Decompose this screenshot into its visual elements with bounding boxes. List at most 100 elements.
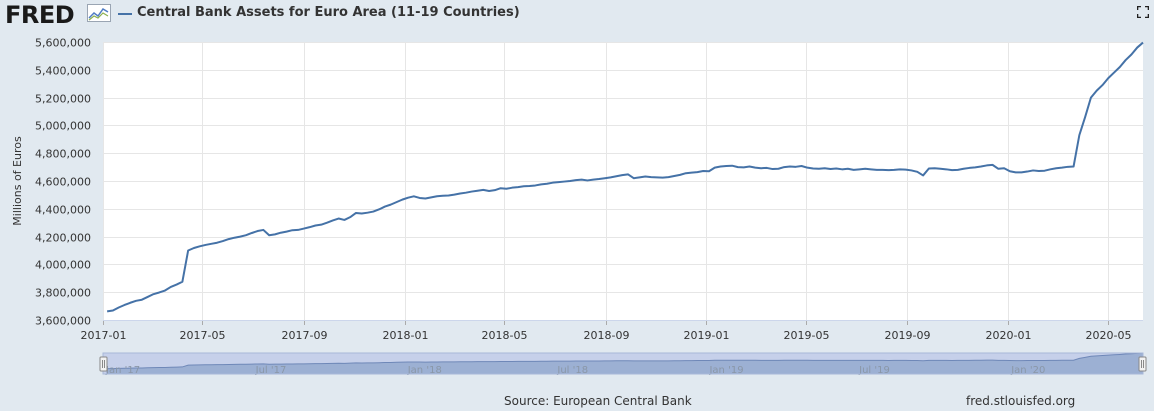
data-point[interactable] [544,181,549,186]
data-point[interactable] [209,241,214,246]
data-point[interactable] [625,172,630,177]
data-point[interactable] [440,193,445,198]
data-point[interactable] [1123,58,1128,63]
data-point[interactable] [770,167,775,172]
data-point[interactable] [892,167,897,172]
range-navigator[interactable]: Jan '17 Jul '17 Jan '18 Jul '18 Jan '19 Jul '… [99,352,1147,376]
data-point[interactable] [973,165,978,170]
data-point[interactable] [955,167,960,172]
data-point[interactable] [290,228,295,233]
data-point[interactable] [672,174,677,179]
data-point[interactable] [735,165,740,170]
data-point[interactable] [498,186,503,191]
data-point[interactable] [805,165,810,170]
fred-logo[interactable]: FRED [5,1,75,29]
data-point[interactable] [608,175,613,180]
data-point[interactable] [840,167,845,172]
data-point[interactable] [238,234,243,239]
data-point[interactable] [128,300,133,305]
data-point[interactable] [232,235,237,240]
data-point[interactable] [741,165,746,170]
data-point[interactable] [296,227,301,232]
data-point[interactable] [191,246,196,251]
data-point[interactable] [510,185,515,190]
data-point[interactable] [1094,88,1099,93]
data-point[interactable] [938,166,943,171]
data-point[interactable] [897,167,902,172]
data-point[interactable] [568,179,573,184]
data-point[interactable] [689,170,694,175]
data-point[interactable] [359,211,364,216]
data-point[interactable] [1042,168,1047,173]
data-point[interactable] [400,197,405,202]
data-point[interactable] [220,239,225,244]
data-point[interactable] [764,165,769,170]
data-point[interactable] [1106,76,1111,81]
data-point[interactable] [666,175,671,180]
data-point[interactable] [1054,166,1059,171]
data-point[interactable] [863,166,868,171]
data-point[interactable] [365,210,370,215]
data-point[interactable] [1048,167,1053,172]
data-point[interactable] [105,309,110,314]
data-point[interactable] [446,193,451,198]
data-point[interactable] [226,237,231,242]
data-point[interactable] [649,175,654,180]
data-point[interactable] [516,185,521,190]
data-point[interactable] [915,169,920,174]
data-point[interactable] [203,242,208,247]
data-point[interactable] [880,167,885,172]
data-point[interactable] [1129,52,1134,57]
site-link[interactable]: fred.stlouisfed.org [966,394,1076,408]
data-point[interactable] [284,229,289,234]
data-point[interactable] [434,194,439,199]
data-point[interactable] [759,166,764,171]
data-point[interactable] [857,167,862,172]
data-point[interactable] [527,184,532,189]
data-point[interactable] [377,207,382,212]
data-point[interactable] [921,173,926,178]
data-point[interactable] [475,188,480,193]
data-point[interactable] [602,176,607,181]
data-point[interactable] [313,223,318,228]
data-point[interactable] [996,166,1001,171]
data-point[interactable] [215,240,220,245]
data-point[interactable] [562,179,567,184]
data-point[interactable] [706,169,711,174]
data-point[interactable] [336,216,341,221]
data-point[interactable] [348,215,353,220]
data-point[interactable] [139,297,144,302]
data-point[interactable] [186,248,191,253]
data-point[interactable] [406,195,411,200]
data-point[interactable] [579,177,584,182]
navigator-handle-left[interactable] [99,356,108,372]
data-point[interactable] [371,209,376,214]
data-point[interactable] [573,178,578,183]
data-point[interactable] [678,172,683,177]
data-point[interactable] [1100,83,1105,88]
data-point[interactable] [458,191,463,196]
data-point[interactable] [730,163,735,168]
data-point[interactable] [660,175,665,180]
data-point[interactable] [1071,164,1076,169]
data-point[interactable] [272,232,277,237]
data-point[interactable] [799,163,804,168]
data-point[interactable] [122,302,127,307]
data-point[interactable] [1025,169,1030,174]
data-point[interactable] [978,164,983,169]
data-point[interactable] [394,200,399,205]
data-point[interactable] [1031,168,1036,173]
data-point[interactable] [197,244,202,249]
data-point[interactable] [417,195,422,200]
data-point[interactable] [932,166,937,171]
data-point[interactable] [411,194,416,199]
data-point[interactable] [116,305,121,310]
data-point[interactable] [504,186,509,191]
data-point[interactable] [637,175,642,180]
data-point[interactable] [174,282,179,287]
data-point[interactable] [1007,169,1012,174]
data-point[interactable] [845,166,850,171]
data-point[interactable] [701,168,706,173]
data-point[interactable] [869,167,874,172]
data-point[interactable] [423,196,428,201]
